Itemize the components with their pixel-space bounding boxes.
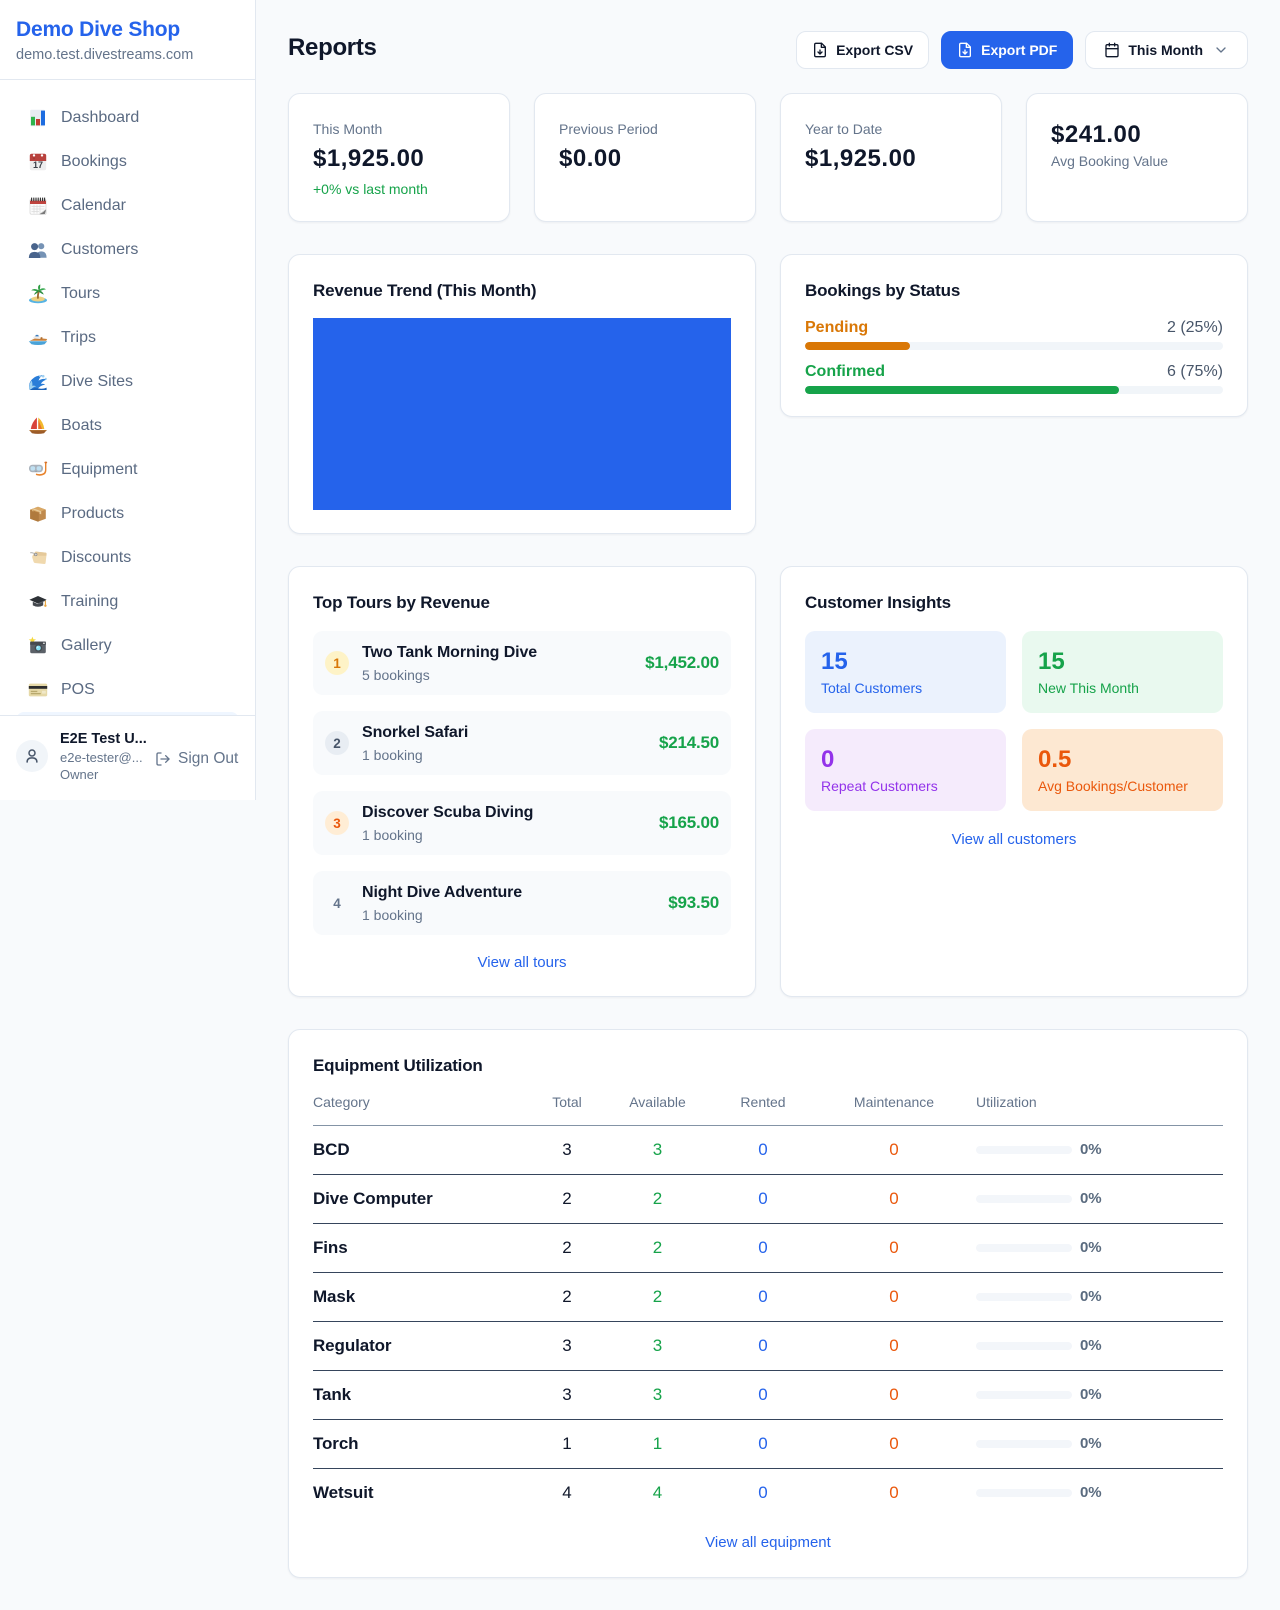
svg-text:17: 17 bbox=[33, 160, 43, 170]
